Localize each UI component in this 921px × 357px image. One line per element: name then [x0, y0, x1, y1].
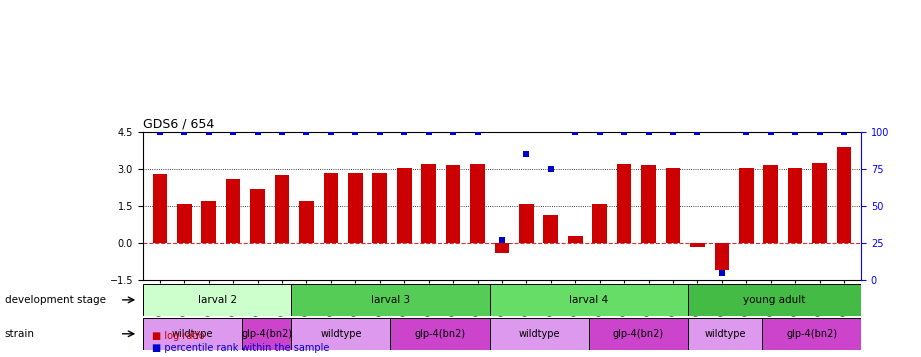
Bar [787, 168, 802, 243]
Bar [153, 174, 168, 243]
Text: larval 4: larval 4 [569, 295, 608, 305]
Bar [666, 168, 681, 243]
Point [739, 129, 753, 135]
Point [226, 129, 240, 135]
Point [715, 270, 729, 276]
Bar [543, 215, 558, 243]
Bar [617, 164, 632, 243]
Bar [226, 179, 240, 243]
Bar [495, 243, 509, 253]
Bar [323, 173, 338, 243]
Bar [202, 201, 216, 243]
Bar [490, 318, 589, 350]
Bar [568, 236, 583, 243]
Bar [372, 173, 387, 243]
Point [568, 129, 583, 135]
Bar [348, 173, 363, 243]
Text: strain: strain [5, 329, 35, 339]
Bar [812, 163, 827, 243]
Text: larval 3: larval 3 [371, 295, 410, 305]
Bar [519, 204, 533, 243]
Point [543, 166, 558, 172]
Point [666, 129, 681, 135]
Point [153, 129, 168, 135]
Bar [471, 164, 484, 243]
Point [592, 129, 607, 135]
Point [641, 129, 656, 135]
Point [446, 129, 460, 135]
Bar [688, 284, 861, 316]
Bar [589, 318, 688, 350]
Text: larval 2: larval 2 [197, 295, 237, 305]
Point [299, 129, 314, 135]
Bar [641, 165, 656, 243]
Point [421, 129, 436, 135]
Point [787, 129, 802, 135]
Point [690, 129, 705, 135]
Text: wildtype: wildtype [519, 329, 560, 339]
Bar [274, 175, 289, 243]
Bar [836, 147, 851, 243]
Point [274, 129, 289, 135]
Point [202, 129, 216, 135]
Text: glp-4(bn2): glp-4(bn2) [612, 329, 664, 339]
Point [519, 151, 534, 157]
Point [470, 129, 484, 135]
Bar [291, 318, 391, 350]
Bar [291, 284, 490, 316]
Text: development stage: development stage [5, 295, 106, 305]
Text: ■ log ratio: ■ log ratio [152, 331, 204, 341]
Text: glp-4(bn2): glp-4(bn2) [241, 329, 292, 339]
Bar [299, 201, 314, 243]
Text: glp-4(bn2): glp-4(bn2) [786, 329, 837, 339]
Bar [421, 164, 436, 243]
Bar [397, 168, 412, 243]
Text: glp-4(bn2): glp-4(bn2) [414, 329, 466, 339]
Text: wildtype: wildtype [171, 329, 213, 339]
Bar [690, 243, 705, 247]
Point [495, 237, 509, 243]
Bar [143, 318, 242, 350]
Point [764, 129, 778, 135]
Bar [739, 168, 753, 243]
Bar [391, 318, 490, 350]
Point [372, 129, 387, 135]
Point [397, 129, 412, 135]
Point [177, 129, 192, 135]
Point [251, 129, 265, 135]
Text: wildtype: wildtype [705, 329, 746, 339]
Bar [592, 204, 607, 243]
Bar [446, 165, 460, 243]
Point [348, 129, 363, 135]
Point [836, 129, 851, 135]
Bar [490, 284, 688, 316]
Bar [251, 189, 265, 243]
Bar [177, 204, 192, 243]
Bar [688, 318, 762, 350]
Text: wildtype: wildtype [321, 329, 362, 339]
Point [617, 129, 632, 135]
Text: ■ percentile rank within the sample: ■ percentile rank within the sample [152, 343, 330, 353]
Point [323, 129, 338, 135]
Bar [762, 318, 861, 350]
Text: GDS6 / 654: GDS6 / 654 [143, 118, 214, 131]
Bar [143, 284, 291, 316]
Bar [764, 165, 778, 243]
Bar [715, 243, 729, 270]
Text: young adult: young adult [743, 295, 806, 305]
Bar [242, 318, 291, 350]
Point [812, 129, 827, 135]
